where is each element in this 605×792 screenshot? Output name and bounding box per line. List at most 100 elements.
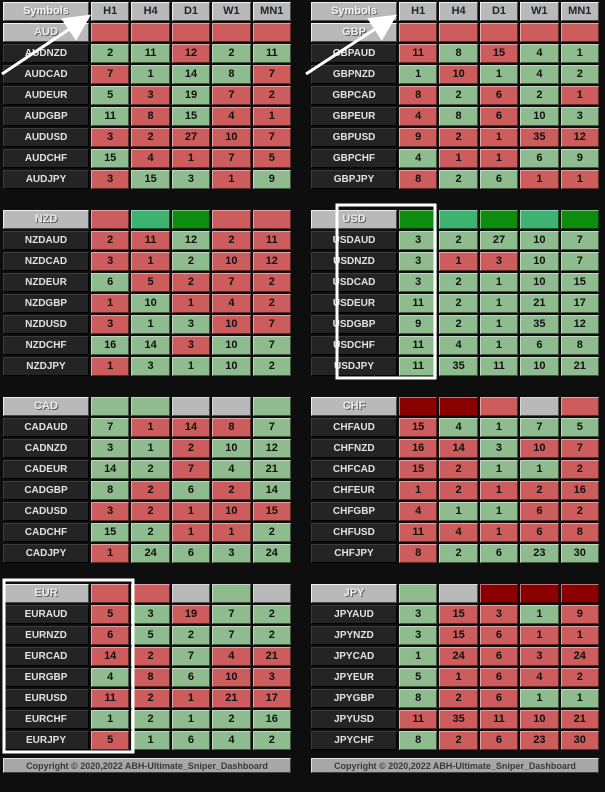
pair-label-usdcad[interactable]: USDCAD (311, 273, 397, 292)
pair-label-audeur[interactable]: AUDEUR (3, 86, 89, 105)
pair-label-euraud[interactable]: EURAUD (3, 605, 89, 624)
signal-cell-audcad-h1: 7 (91, 65, 130, 84)
signal-cell-nzdchf-h1: 16 (91, 336, 130, 355)
currency-label-aud[interactable]: AUD (3, 23, 89, 42)
signal-cell-chfaud-mn1: 5 (560, 418, 599, 437)
currency-label-usd[interactable]: USD (311, 210, 397, 229)
timeframe-button-w1[interactable]: W1 (520, 2, 559, 21)
pair-label-eurjpy[interactable]: EURJPY (3, 731, 89, 750)
summary-cell-chf-h1 (399, 397, 438, 416)
pair-label-cadnzd[interactable]: CADNZD (3, 439, 89, 458)
pair-label-jpyaud[interactable]: JPYAUD (311, 605, 397, 624)
pair-label-audusd[interactable]: AUDUSD (3, 128, 89, 147)
pair-label-gbpjpy[interactable]: GBPJPY (311, 170, 397, 189)
pair-label-chfgbp[interactable]: CHFGBP (311, 502, 397, 521)
pair-label-jpygbp[interactable]: JPYGBP (311, 689, 397, 708)
signal-cell-chfgbp-mn1: 2 (560, 502, 599, 521)
pair-label-audjpy[interactable]: AUDJPY (3, 170, 89, 189)
timeframe-button-d1[interactable]: D1 (171, 2, 211, 21)
timeframe-button-h1[interactable]: H1 (399, 2, 438, 21)
pair-label-usdchf[interactable]: USDCHF (311, 336, 397, 355)
symbols-header[interactable]: Symbols (3, 2, 89, 21)
pair-label-chfjpy[interactable]: CHFJPY (311, 544, 397, 563)
signal-cell-eurusd-h4: 2 (131, 689, 170, 708)
currency-label-nzd[interactable]: NZD (3, 210, 89, 229)
pair-label-gbpcad[interactable]: GBPCAD (311, 86, 397, 105)
pair-label-usdnzd[interactable]: USDNZD (311, 252, 397, 271)
pair-label-audcad[interactable]: AUDCAD (3, 65, 89, 84)
pair-label-nzdgbp[interactable]: NZDGBP (3, 294, 89, 313)
pair-label-jpycad[interactable]: JPYCAD (311, 647, 397, 666)
pair-label-chfnzd[interactable]: CHFNZD (311, 439, 397, 458)
pair-label-eurcad[interactable]: EURCAD (3, 647, 89, 666)
pair-label-eurgbp[interactable]: EURGBP (3, 668, 89, 687)
pair-label-nzdjpy[interactable]: NZDJPY (3, 357, 89, 376)
signal-cell-nzdgbp-mn1: 2 (252, 294, 291, 313)
pair-label-audnzd[interactable]: AUDNZD (3, 44, 89, 63)
symbols-header[interactable]: Symbols (311, 2, 397, 21)
pair-label-eurusd[interactable]: EURUSD (3, 689, 89, 708)
pair-label-gbpusd[interactable]: GBPUSD (311, 128, 397, 147)
currency-label-eur[interactable]: EUR (3, 584, 89, 603)
pair-label-nzdcad[interactable]: NZDCAD (3, 252, 89, 271)
pair-label-chfeur[interactable]: CHFEUR (311, 481, 397, 500)
pair-label-nzdaud[interactable]: NZDAUD (3, 231, 89, 250)
timeframe-button-h1[interactable]: H1 (91, 2, 130, 21)
pair-label-eurnzd[interactable]: EURNZD (3, 626, 89, 645)
summary-cell-nzd-w1 (212, 210, 251, 229)
signal-cell-jpychf-w1: 23 (520, 731, 559, 750)
timeframe-button-mn1[interactable]: MN1 (560, 2, 599, 21)
pair-label-cadaud[interactable]: CADAUD (3, 418, 89, 437)
timeframe-button-mn1[interactable]: MN1 (252, 2, 291, 21)
pair-label-usdgbp[interactable]: USDGBP (311, 315, 397, 334)
timeframe-button-h4[interactable]: H4 (439, 2, 478, 21)
summary-cell-cad-mn1 (252, 397, 291, 416)
pair-label-usdjpy[interactable]: USDJPY (311, 357, 397, 376)
currency-label-chf[interactable]: CHF (311, 397, 397, 416)
pair-label-nzdusd[interactable]: NZDUSD (3, 315, 89, 334)
summary-cell-aud-w1 (212, 23, 251, 42)
pair-label-jpyeur[interactable]: JPYEUR (311, 668, 397, 687)
pair-label-cadchf[interactable]: CADCHF (3, 523, 89, 542)
pair-label-audchf[interactable]: AUDCHF (3, 149, 89, 168)
signal-cell-usdeur-h1: 11 (399, 294, 438, 313)
signal-cell-nzdusd-w1: 10 (212, 315, 251, 334)
pair-label-cadusd[interactable]: CADUSD (3, 502, 89, 521)
signal-cell-cadchf-mn1: 2 (252, 523, 291, 542)
signal-cell-nzdchf-d1: 3 (171, 336, 211, 355)
pair-label-jpychf[interactable]: JPYCHF (311, 731, 397, 750)
pair-label-gbpchf[interactable]: GBPCHF (311, 149, 397, 168)
pair-label-gbpaud[interactable]: GBPAUD (311, 44, 397, 63)
pair-label-chfusd[interactable]: CHFUSD (311, 523, 397, 542)
pair-label-gbpnzd[interactable]: GBPNZD (311, 65, 397, 84)
pair-label-chfaud[interactable]: CHFAUD (311, 418, 397, 437)
signal-cell-cadusd-h1: 3 (91, 502, 130, 521)
pair-label-eurchf[interactable]: EURCHF (3, 710, 89, 729)
summary-cell-jpy-d1 (479, 584, 519, 603)
signal-cell-gbpchf-h1: 4 (399, 149, 438, 168)
pair-label-usdeur[interactable]: USDEUR (311, 294, 397, 313)
pair-label-jpyusd[interactable]: JPYUSD (311, 710, 397, 729)
pair-label-gbpeur[interactable]: GBPEUR (311, 107, 397, 126)
pair-label-jpynzd[interactable]: JPYNZD (311, 626, 397, 645)
summary-cell-nzd-d1 (171, 210, 211, 229)
currency-label-gbp[interactable]: GBP (311, 23, 397, 42)
pair-label-nzdeur[interactable]: NZDEUR (3, 273, 89, 292)
pair-label-audgbp[interactable]: AUDGBP (3, 107, 89, 126)
pair-label-cadeur[interactable]: CADEUR (3, 460, 89, 479)
pair-label-cadgbp[interactable]: CADGBP (3, 481, 89, 500)
signal-cell-nzdjpy-h1: 1 (91, 357, 130, 376)
summary-cell-gbp-h1 (399, 23, 438, 42)
signal-cell-cadeur-h4: 2 (131, 460, 170, 479)
currency-label-cad[interactable]: CAD (3, 397, 89, 416)
timeframe-button-h4[interactable]: H4 (131, 2, 170, 21)
signal-cell-chfcad-mn1: 2 (560, 460, 599, 479)
pair-label-usdaud[interactable]: USDAUD (311, 231, 397, 250)
pair-label-cadjpy[interactable]: CADJPY (3, 544, 89, 563)
currency-label-jpy[interactable]: JPY (311, 584, 397, 603)
pair-label-chfcad[interactable]: CHFCAD (311, 460, 397, 479)
signal-cell-usdjpy-h1: 11 (399, 357, 438, 376)
timeframe-button-d1[interactable]: D1 (479, 2, 519, 21)
pair-label-nzdchf[interactable]: NZDCHF (3, 336, 89, 355)
timeframe-button-w1[interactable]: W1 (212, 2, 251, 21)
